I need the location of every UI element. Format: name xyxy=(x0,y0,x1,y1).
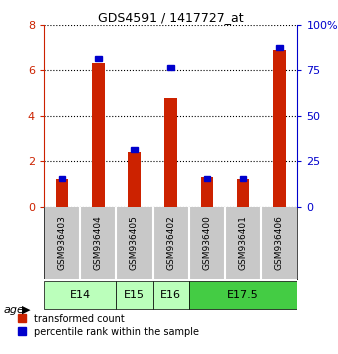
Text: E15: E15 xyxy=(124,290,145,300)
Text: E17.5: E17.5 xyxy=(227,290,259,300)
Bar xyxy=(189,281,297,309)
Bar xyxy=(44,281,116,309)
Bar xyxy=(237,179,249,207)
Bar xyxy=(56,179,68,207)
Bar xyxy=(276,45,283,51)
Bar xyxy=(128,152,141,207)
Bar xyxy=(273,50,286,207)
Bar xyxy=(167,65,174,70)
Text: GSM936403: GSM936403 xyxy=(57,216,67,270)
Bar xyxy=(95,56,101,61)
Text: GSM936402: GSM936402 xyxy=(166,216,175,270)
Text: GSM936401: GSM936401 xyxy=(239,216,248,270)
Bar xyxy=(203,176,210,181)
Bar xyxy=(164,97,177,207)
Text: E16: E16 xyxy=(160,290,181,300)
Text: ▶: ▶ xyxy=(22,305,30,315)
Text: age: age xyxy=(3,305,24,315)
Bar xyxy=(131,147,138,152)
Bar xyxy=(59,176,65,181)
Legend: transformed count, percentile rank within the sample: transformed count, percentile rank withi… xyxy=(18,314,199,337)
Bar xyxy=(200,177,213,207)
Bar xyxy=(152,281,189,309)
Bar xyxy=(92,63,104,207)
Bar xyxy=(116,281,152,309)
Title: GDS4591 / 1417727_at: GDS4591 / 1417727_at xyxy=(98,11,243,24)
Text: GSM936404: GSM936404 xyxy=(94,216,103,270)
Bar xyxy=(240,176,246,181)
Text: GSM936405: GSM936405 xyxy=(130,216,139,270)
Text: E14: E14 xyxy=(70,290,91,300)
Text: GSM936400: GSM936400 xyxy=(202,216,211,270)
Text: GSM936406: GSM936406 xyxy=(275,216,284,270)
